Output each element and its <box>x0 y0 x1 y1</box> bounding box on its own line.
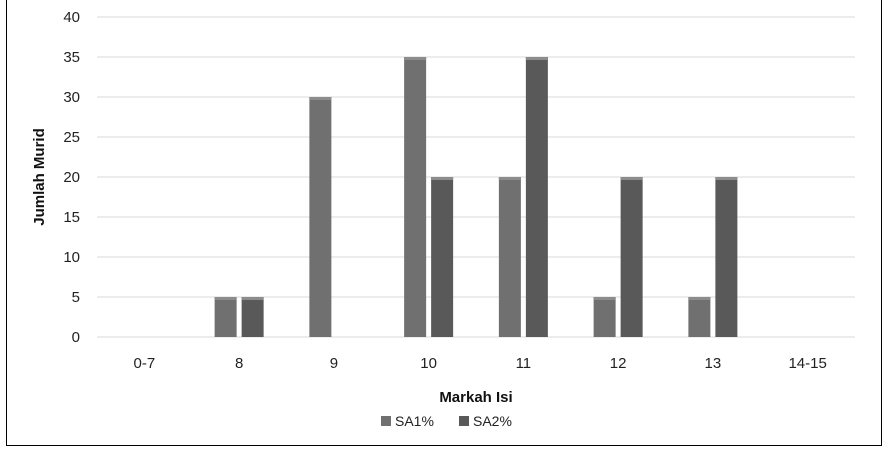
bar-sa1-11 <box>498 177 521 337</box>
y-tick-label: 15 <box>63 209 80 226</box>
x-axis-title: Markah Isi <box>439 389 512 406</box>
x-tick-label: 12 <box>610 355 627 372</box>
bar-top-edge <box>688 297 711 300</box>
x-tick-label: 11 <box>516 355 532 372</box>
bar-top-edge <box>498 177 521 180</box>
y-axis-tick-labels: 0 5 10 15 20 25 30 35 40 <box>63 9 80 346</box>
bar-top-edge <box>620 177 643 180</box>
gridlines <box>97 16 855 338</box>
bar-sa1-9 <box>309 97 332 337</box>
bar-sa2-11 <box>525 57 548 337</box>
y-tick-label: 0 <box>72 329 80 346</box>
legend: SA1% SA2% <box>381 413 512 429</box>
bar-top-edge <box>525 57 548 60</box>
bar-sa2-13 <box>715 177 738 337</box>
x-tick-label: 10 <box>420 355 437 372</box>
legend-label-sa1: SA1% <box>395 413 434 429</box>
y-tick-label: 20 <box>63 169 80 186</box>
x-tick-label: 0-7 <box>134 355 156 372</box>
y-tick-label: 35 <box>63 49 80 66</box>
y-tick-label: 5 <box>72 289 80 306</box>
x-tick-label: 13 <box>705 355 722 372</box>
x-tick-label: 14-15 <box>788 355 826 372</box>
bar-sa1-8 <box>214 297 237 337</box>
bar-top-edge <box>715 177 738 180</box>
legend-swatch-sa2 <box>459 416 469 426</box>
y-tick-label: 40 <box>63 9 80 26</box>
bar-sa1-10 <box>404 57 427 337</box>
y-axis-title: Jumlah Murid <box>31 128 48 226</box>
bar-top-edge <box>214 297 237 300</box>
bars <box>214 57 738 337</box>
y-tick-label: 25 <box>63 129 80 146</box>
bar-sa2-12 <box>620 177 643 337</box>
x-axis-tick-labels: 0-7 8 9 10 11 12 13 14-15 <box>134 355 827 372</box>
x-tick-label: 9 <box>330 355 338 372</box>
legend-swatch-sa1 <box>381 416 391 426</box>
bar-top-edge <box>593 297 616 300</box>
bar-top-edge <box>404 57 427 60</box>
bar-sa1-12 <box>593 297 616 337</box>
chart-frame <box>6 0 882 446</box>
bar-sa2-8 <box>241 297 264 337</box>
y-tick-label: 30 <box>63 89 80 106</box>
legend-label-sa2: SA2% <box>473 413 512 429</box>
bar-sa2-10 <box>431 177 454 337</box>
y-tick-label: 10 <box>63 249 80 266</box>
x-tick-label: 8 <box>235 355 243 372</box>
bar-top-edge <box>309 97 332 100</box>
bar-top-edge <box>241 297 264 300</box>
bar-sa1-13 <box>688 297 711 337</box>
bar-top-edge <box>431 177 454 180</box>
